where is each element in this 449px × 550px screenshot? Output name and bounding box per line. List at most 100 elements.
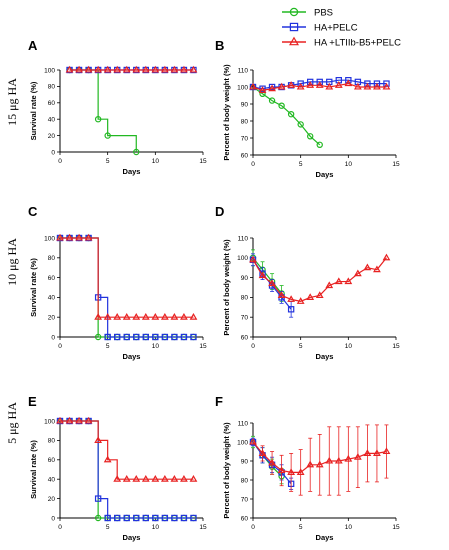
panel-c-point-ha-ltiib-b5-pelc bbox=[170, 313, 179, 320]
panel-d-xtick-label: 10 bbox=[345, 343, 353, 350]
panel-a-point-ha-ltiib-b5-pelc bbox=[94, 65, 103, 73]
panel-b-point-pbs bbox=[278, 102, 285, 109]
panel-a-ytick-label: 0 bbox=[51, 149, 55, 156]
panel-a-xlabel: Days bbox=[123, 167, 141, 176]
panel-a-ytick-label: 80 bbox=[48, 84, 56, 91]
panel-f-xlabel: Days bbox=[316, 533, 334, 542]
panel-c-point-ha-ltiib-b5-pelc bbox=[141, 313, 150, 320]
panel-b-point-ha-pelc bbox=[364, 80, 371, 87]
panel-d-point-ha-pelc bbox=[287, 306, 295, 313]
panel-b-point-ha-ltiib-b5-pelc bbox=[315, 81, 324, 88]
panel-f-point-ha-ltiib-b5-pelc bbox=[306, 460, 315, 468]
panel-f-ytick-label: 100 bbox=[237, 439, 248, 446]
panel-d-ylabel: Percent of body weight (%) bbox=[222, 239, 231, 336]
panel-e-xlabel: Days bbox=[123, 533, 141, 542]
panel-a-point-ha-ltiib-b5-pelc bbox=[170, 65, 179, 73]
panel-c-ytick-label: 0 bbox=[51, 334, 55, 341]
row-label-2: 10 μg HA bbox=[5, 238, 19, 286]
panel-d-line-pbs bbox=[252, 257, 283, 294]
panel-d-series-ha-ltiib-b5-pelc bbox=[249, 253, 391, 304]
legend-label-ha-ltiib-b5-pelc: HA +LTIIb-B5+PELC bbox=[314, 38, 401, 49]
panel-b-xlabel: Days bbox=[316, 170, 334, 179]
panel-a-point-ha-ltiib-b5-pelc bbox=[141, 65, 150, 73]
panel-c-point-ha-pelc bbox=[123, 333, 130, 341]
panel-c-point-pbs bbox=[94, 333, 102, 341]
panel-f-xtick-label: 5 bbox=[299, 524, 303, 531]
panel-b-point-ha-pelc bbox=[259, 85, 266, 92]
panel-e-point-ha-pelc bbox=[161, 514, 169, 522]
panel-f-point-ha-ltiib-b5-pelc bbox=[363, 449, 372, 456]
panel-d: D 60 70 80 90 100 110 0 5 10 15 Days Percent of body… bbox=[215, 204, 400, 361]
panel-e-point-ha-pelc bbox=[190, 514, 197, 522]
panel-a-line-pbs bbox=[69, 69, 137, 152]
panel-e-point-ha-pelc bbox=[104, 514, 111, 522]
legend-label-pbs: PBS bbox=[314, 8, 333, 19]
panel-f-point-ha-ltiib-b5-pelc bbox=[373, 449, 381, 456]
panel-b-series-ha-ltiib-b5-pelc bbox=[249, 79, 391, 93]
panel-c-point-ha-ltiib-b5-pelc bbox=[122, 313, 131, 320]
panel-c-xlabel: Days bbox=[123, 352, 141, 361]
panel-e-point-ha-ltiib-b5-pelc bbox=[103, 455, 112, 463]
panel-d-point-ha-ltiib-b5-pelc bbox=[258, 271, 267, 279]
panel-e-xtick-label: 15 bbox=[199, 524, 207, 531]
panel-a-series-ha-ltiib-b5-pelc bbox=[65, 65, 198, 73]
panel-d-point-ha-ltiib-b5-pelc bbox=[363, 263, 372, 271]
row-label-3: 5 μg HA bbox=[5, 402, 19, 444]
panel-a-point-ha-ltiib-b5-pelc bbox=[113, 65, 122, 73]
panel-a-ytick-label: 20 bbox=[48, 133, 56, 140]
panel-a-xtick-label: 5 bbox=[106, 158, 110, 165]
panel-b-letter: B bbox=[215, 38, 224, 53]
panel-c-point-ha-ltiib-b5-pelc bbox=[56, 233, 64, 241]
panel-a-point-ha-ltiib-b5-pelc bbox=[122, 65, 131, 73]
panel-b-point-pbs bbox=[268, 97, 276, 104]
panel-f-point-ha-ltiib-b5-pelc bbox=[334, 456, 343, 464]
panel-e-point-ha-ltiib-b5-pelc bbox=[170, 475, 179, 482]
panel-f: F 60 70 80 90 100 110 0 5 10 15 Days Percent of body… bbox=[215, 394, 400, 542]
panel-a-point-ha-ltiib-b5-pelc bbox=[151, 65, 160, 73]
panel-c-ytick-label: 60 bbox=[48, 275, 56, 282]
panel-a-point-ha-ltiib-b5-pelc bbox=[180, 65, 188, 73]
panel-d-point-ha-ltiib-b5-pelc bbox=[334, 277, 343, 285]
panel-a-point-ha-ltiib-b5-pelc bbox=[84, 65, 93, 73]
panel-f-point-ha-ltiib-b5-pelc bbox=[353, 453, 362, 460]
panel-f-xtick-label: 15 bbox=[392, 524, 400, 531]
panel-c-point-ha-ltiib-b5-pelc bbox=[84, 233, 93, 241]
panel-d-point-ha-ltiib-b5-pelc bbox=[382, 253, 391, 261]
panel-e-ylabel: Survival rate (%) bbox=[29, 440, 38, 499]
panel-e-point-ha-pelc bbox=[94, 495, 102, 502]
panel-c-line-ha-pelc bbox=[60, 237, 194, 338]
panel-f-series-ha-ltiib-b5-pelc bbox=[249, 424, 391, 496]
panel-b-point-pbs bbox=[297, 121, 304, 128]
panel-b-series-pbs bbox=[249, 83, 323, 148]
panel-a-point-ha-ltiib-b5-pelc bbox=[103, 65, 112, 73]
panel-c: C 0 20 40 60 80 100 0 5 10 15 Days Survival rate (%) bbox=[28, 204, 207, 361]
panel-c-xtick-label: 0 bbox=[58, 343, 62, 350]
panel-a-point-ha-ltiib-b5-pelc bbox=[132, 65, 141, 73]
panel-a: A 0 20 40 60 80 100 0 5 10 15 Days Survival rate (%) bbox=[28, 38, 207, 176]
panel-b-point-ha-ltiib-b5-pelc bbox=[258, 86, 267, 93]
panel-c-point-ha-ltiib-b5-pelc bbox=[103, 313, 112, 320]
panel-e-series-pbs bbox=[56, 417, 197, 522]
panel-c-point-ha-pelc bbox=[133, 333, 140, 341]
panel-b-point-ha-ltiib-b5-pelc bbox=[268, 84, 276, 92]
panel-d-point-ha-ltiib-b5-pelc bbox=[296, 297, 305, 304]
panel-a-ylabel: Survival rate (%) bbox=[29, 81, 38, 140]
panel-d-point-ha-ltiib-b5-pelc bbox=[277, 291, 286, 298]
panel-e-point-ha-pelc bbox=[133, 514, 140, 522]
panel-c-point-ha-ltiib-b5-pelc bbox=[180, 313, 188, 320]
panel-f-ylabel: Percent of body weight (%) bbox=[222, 422, 231, 519]
panel-f-point-ha-ltiib-b5-pelc bbox=[287, 468, 296, 475]
legend: PBS HA+PELC HA +LTIIb-B5+PELC bbox=[282, 8, 401, 49]
panel-d-xlabel: Days bbox=[316, 352, 334, 361]
panel-d-xtick-label: 5 bbox=[299, 343, 303, 350]
panel-b-point-ha-pelc bbox=[307, 78, 314, 86]
panel-e-point-ha-pelc bbox=[123, 514, 130, 522]
panel-a-point-ha-ltiib-b5-pelc bbox=[189, 65, 198, 73]
panel-c-point-ha-ltiib-b5-pelc bbox=[151, 313, 160, 320]
panel-a-letter: A bbox=[28, 38, 38, 53]
panel-d-point-ha-ltiib-b5-pelc bbox=[344, 277, 353, 285]
panel-e: E 0 20 40 60 80 100 0 5 10 15 Days Survival rate (%) bbox=[28, 394, 207, 542]
panel-e-point-ha-ltiib-b5-pelc bbox=[141, 475, 150, 482]
